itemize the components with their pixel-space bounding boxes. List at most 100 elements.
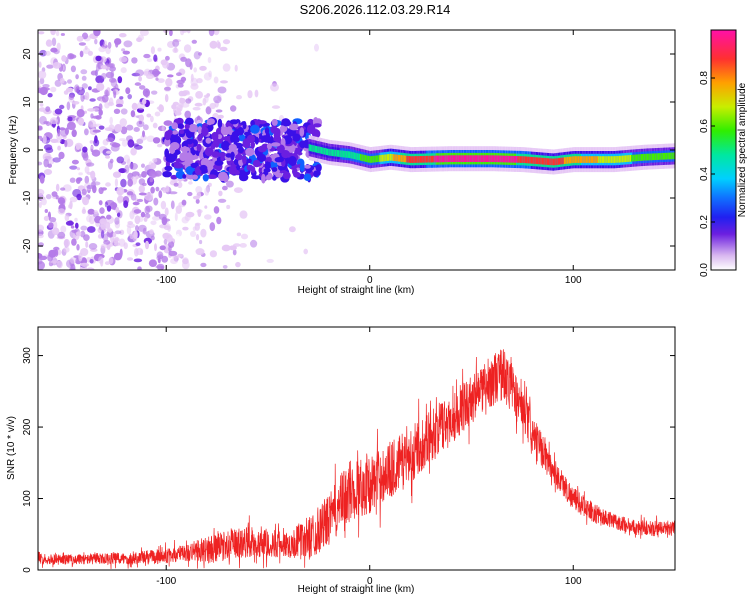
noise-blob [39,77,45,85]
signal-blob [242,138,251,149]
ridge-segment [380,154,382,162]
ridge-segment [561,157,563,165]
ridge-segment [643,153,645,161]
noise-blob [51,37,57,47]
noise-blob [69,177,76,183]
ridge-segment [344,150,346,158]
y-tick-label: 300 [22,347,33,364]
ridge-segment [593,156,595,163]
ridge-segment [634,154,636,162]
ridge-segment [615,156,617,163]
ridge-segment [407,155,409,163]
noise-blob [75,144,81,151]
signal-blob [190,162,198,169]
ridge-segment [549,158,551,166]
ridge-segment [386,154,389,161]
ridge-segment [331,149,334,157]
signal-blob [230,164,236,170]
noise-blob [161,216,168,226]
noise-blob [221,244,231,252]
ridge-segment [489,155,491,162]
noise-blob [103,40,108,47]
signal-blob [266,157,272,162]
noise-blob [192,106,201,111]
noise-blob [59,104,65,110]
noise-blob [209,102,216,110]
signal-blob [303,173,312,181]
noise-blob [38,261,45,270]
noise-blob [120,178,127,188]
ridge-segment [379,155,381,162]
noise-blob [98,200,103,206]
ridge-segment [347,151,349,158]
ridge-segment [473,155,475,162]
noise-blob [303,248,309,255]
noise-blob [126,124,134,131]
ridge-segment [436,155,439,163]
noise-blob [175,233,181,243]
noise-blob [93,210,99,215]
signal-blob [266,174,272,181]
noise-blob [52,62,62,69]
noise-blob [150,46,155,55]
ridge-segment [368,156,370,163]
x-tick-label: 100 [565,275,582,286]
signal-blob [313,123,322,128]
noise-blob [148,161,154,169]
noise-blob [142,227,147,235]
ridge-segment [474,155,476,162]
signal-blob [252,159,261,168]
noise-blob [76,231,82,237]
noise-blob [38,61,42,68]
noise-blob [70,225,75,229]
signal-blob [162,171,172,178]
noise-blob [66,101,71,111]
ridge-segment [502,155,505,163]
noise-blob [157,78,165,83]
signal-blob [170,142,180,150]
ridge-segment [624,155,627,163]
ridge-segment [649,153,651,161]
signal-blob [238,146,244,154]
noise-blob [185,98,192,104]
ridge-segment [457,155,459,162]
ridge-segment [505,155,507,163]
ridge-segment [548,158,550,165]
noise-blob [154,111,161,117]
ridge-segment [504,155,506,163]
noise-blob [119,229,125,235]
y-tick-label: -20 [22,238,33,253]
ridge-segment [373,155,375,163]
ridge-segment [653,153,655,161]
ridge-segment [476,155,478,162]
noise-blob [95,115,102,120]
ridge-segment [427,155,429,163]
signal-blob [171,130,179,135]
ridge-segment [454,155,456,162]
noise-blob [48,222,54,229]
noise-blob [75,177,81,184]
noise-blob [42,135,47,144]
noise-blob [192,195,200,200]
ridge-segment [392,154,395,161]
signal-blob [223,174,229,183]
noise-blob [222,39,231,45]
y-tick-label: 10 [22,96,33,108]
noise-blob [113,108,121,115]
ridge-segment [592,156,594,163]
ridge-segment [530,156,533,164]
noise-blob [178,90,185,97]
noise-blob [136,138,144,145]
noise-blob [138,192,147,196]
ridge-segment [403,155,406,163]
ridge-segment [374,155,376,163]
noise-blob [99,207,105,215]
snr-x-label: Height of straight line (km) [298,584,415,595]
noise-blob [218,190,223,197]
noise-blob [123,40,133,48]
ridge-segment [613,156,616,163]
noise-blob [127,221,133,225]
ridge-segment [570,156,572,164]
noise-blob [76,109,85,118]
noise-blob [44,209,48,213]
